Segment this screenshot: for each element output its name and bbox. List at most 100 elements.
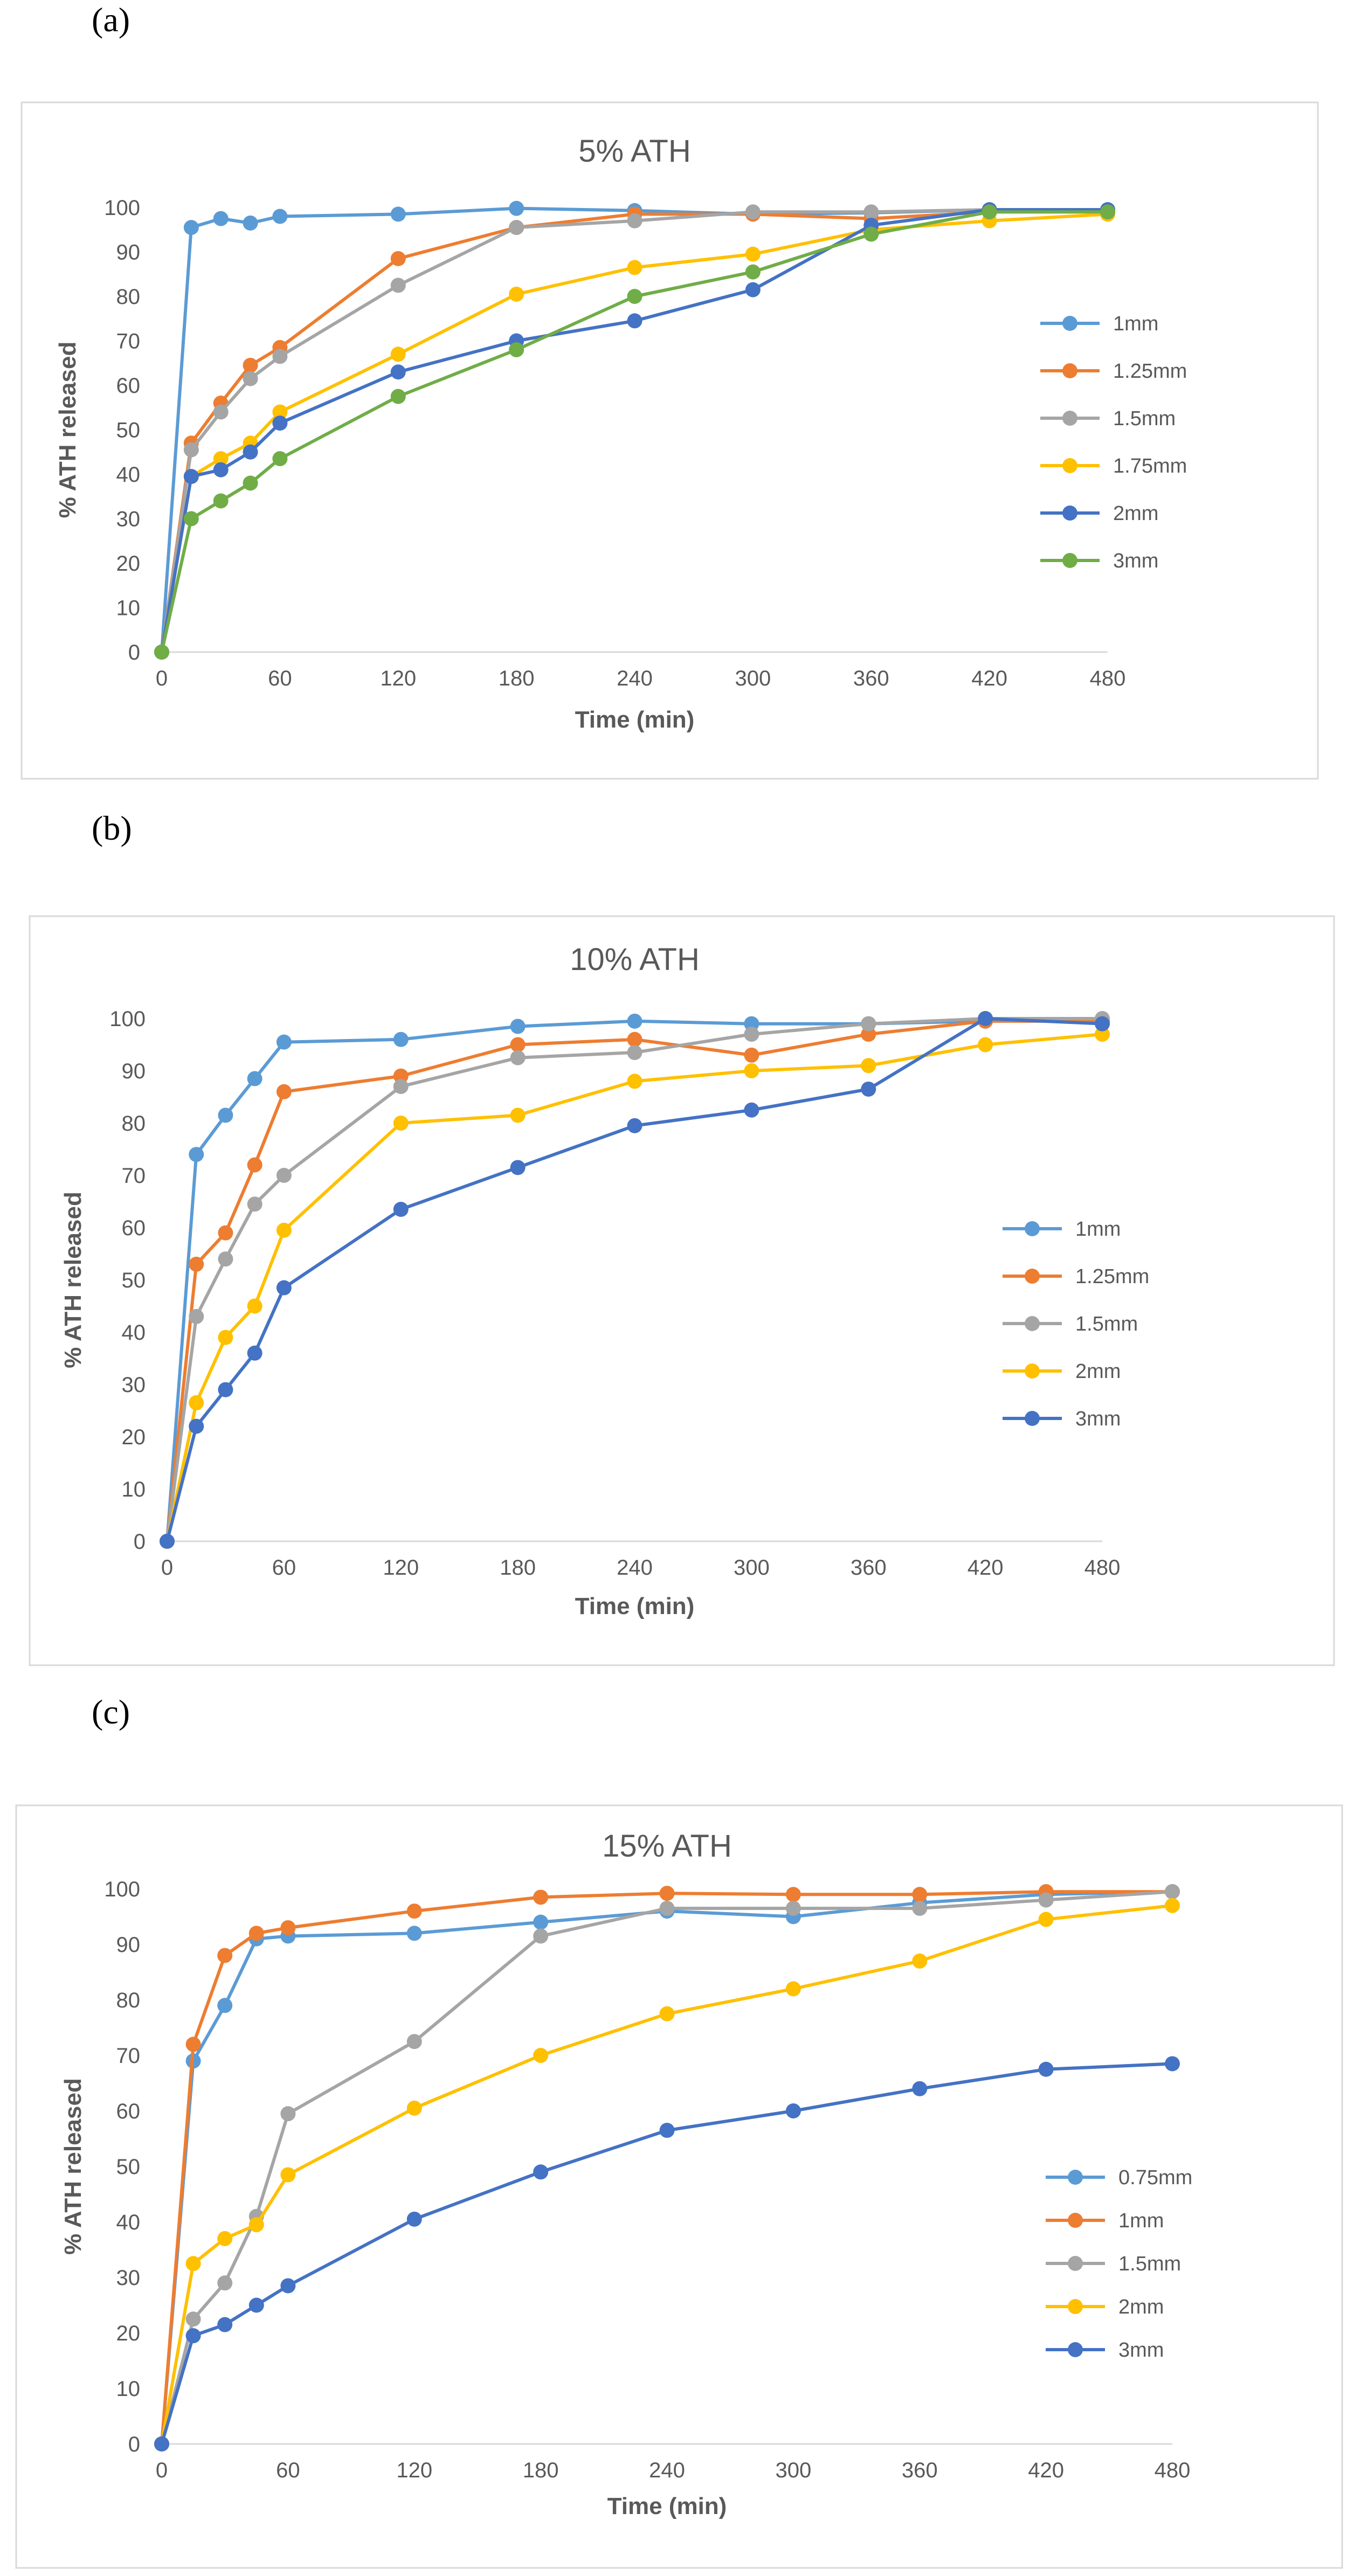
series-line — [165, 1017, 1102, 1542]
data-point — [785, 1981, 801, 1997]
x-tick-label: 180 — [499, 667, 535, 690]
data-point — [1165, 1884, 1180, 1900]
data-point — [406, 2034, 422, 2049]
x-tick-label: 60 — [272, 1556, 296, 1580]
series-1.5mm — [154, 1884, 1180, 2452]
y-tick-label: 40 — [116, 2211, 141, 2234]
x-tick-label: 60 — [268, 667, 292, 690]
data-point — [509, 286, 524, 302]
panel-label-c: (c) — [92, 1693, 130, 1731]
data-point — [276, 1222, 292, 1238]
data-point — [390, 278, 406, 293]
data-point — [627, 313, 642, 329]
y-tick-label: 100 — [109, 1007, 146, 1031]
x-tick-label: 180 — [500, 1556, 536, 1580]
legend-swatch-marker — [1025, 1221, 1040, 1236]
data-point — [247, 1071, 262, 1086]
y-tick-label: 30 — [116, 508, 141, 531]
data-point — [627, 1074, 642, 1089]
data-point — [510, 1160, 526, 1175]
y-tick-label: 50 — [116, 419, 141, 442]
y-tick-label: 20 — [122, 1425, 146, 1449]
x-tick-label: 60 — [276, 2459, 300, 2482]
y-tick-label: 10 — [116, 2377, 141, 2401]
data-point — [393, 1202, 409, 1217]
data-point — [627, 1045, 642, 1061]
x-tick-label: 420 — [968, 1556, 1004, 1580]
chart-frame — [15, 1804, 1343, 2569]
data-point — [243, 357, 258, 373]
series-1.5mm — [160, 1011, 1110, 1549]
data-point — [627, 1013, 642, 1029]
x-axis-title: Time (min) — [607, 2493, 727, 2519]
series-line — [160, 208, 1108, 653]
y-tick-label: 0 — [128, 2433, 140, 2456]
legend-swatch-marker — [1068, 2213, 1083, 2228]
y-tick-label: 10 — [116, 597, 141, 620]
data-point — [276, 1280, 292, 1296]
data-point — [390, 389, 406, 404]
data-point — [247, 1157, 262, 1173]
y-tick-label: 80 — [116, 1989, 141, 2012]
y-tick-label: 0 — [128, 641, 140, 664]
y-tick-label: 60 — [116, 2100, 141, 2123]
legend-swatch-marker — [1062, 553, 1077, 568]
data-point — [243, 444, 258, 460]
data-point — [390, 347, 406, 362]
series-line — [160, 1890, 1173, 2445]
chart-title: 5% ATH — [578, 134, 690, 169]
legend-swatch-marker — [1062, 458, 1077, 473]
data-point — [217, 2317, 233, 2332]
x-tick-label: 120 — [396, 2459, 432, 2482]
data-point — [659, 2123, 675, 2138]
legend-label: 1.5mm — [1113, 407, 1176, 430]
data-point — [247, 1298, 262, 1314]
data-point — [217, 1948, 233, 1963]
data-point — [1095, 1027, 1110, 1042]
y-axis-title: % ATH released — [54, 342, 81, 518]
data-point — [863, 204, 879, 220]
data-point — [247, 1345, 262, 1361]
data-point — [1165, 1898, 1180, 1913]
data-point — [533, 2164, 549, 2180]
data-point — [510, 1037, 526, 1052]
panel-label-a: (a) — [92, 1, 130, 39]
data-point — [1038, 2061, 1054, 2077]
data-point — [217, 2231, 233, 2246]
y-tick-label: 70 — [116, 330, 141, 354]
data-point — [189, 1147, 204, 1162]
chart-title: 10% ATH — [570, 942, 700, 977]
data-point — [218, 1225, 233, 1241]
x-tick-label: 300 — [776, 2459, 812, 2482]
data-point — [213, 451, 229, 467]
data-point — [1038, 1912, 1054, 1927]
data-point — [510, 1050, 526, 1065]
data-point — [213, 493, 229, 509]
x-tick-label: 240 — [617, 667, 653, 690]
series-3mm — [154, 204, 1115, 660]
data-point — [1038, 1892, 1054, 1908]
x-axis-title: Time (min) — [575, 707, 695, 733]
data-point — [160, 1534, 175, 1549]
series-line — [165, 1017, 1103, 1542]
data-point — [406, 2100, 422, 2116]
series-line — [160, 1890, 1173, 2445]
x-axis-title: Time (min) — [575, 1593, 695, 1619]
legend-swatch-marker — [1025, 1411, 1040, 1426]
data-point — [982, 204, 997, 220]
data-point — [218, 1329, 233, 1345]
y-axis-title: % ATH released — [60, 2078, 86, 2255]
data-point — [744, 1063, 759, 1078]
legend-swatch-marker — [1068, 2342, 1083, 2357]
y-tick-label: 10 — [122, 1478, 146, 1501]
legend-swatch-marker — [1068, 2299, 1083, 2314]
data-point — [912, 1901, 928, 1916]
data-point — [627, 1031, 642, 1047]
data-point — [217, 2275, 233, 2291]
x-tick-label: 300 — [734, 1556, 770, 1580]
y-tick-label: 40 — [116, 463, 141, 487]
data-point — [627, 1118, 642, 1133]
data-point — [1165, 2056, 1180, 2072]
x-tick-label: 360 — [902, 2459, 938, 2482]
x-tick-label: 120 — [380, 667, 416, 690]
